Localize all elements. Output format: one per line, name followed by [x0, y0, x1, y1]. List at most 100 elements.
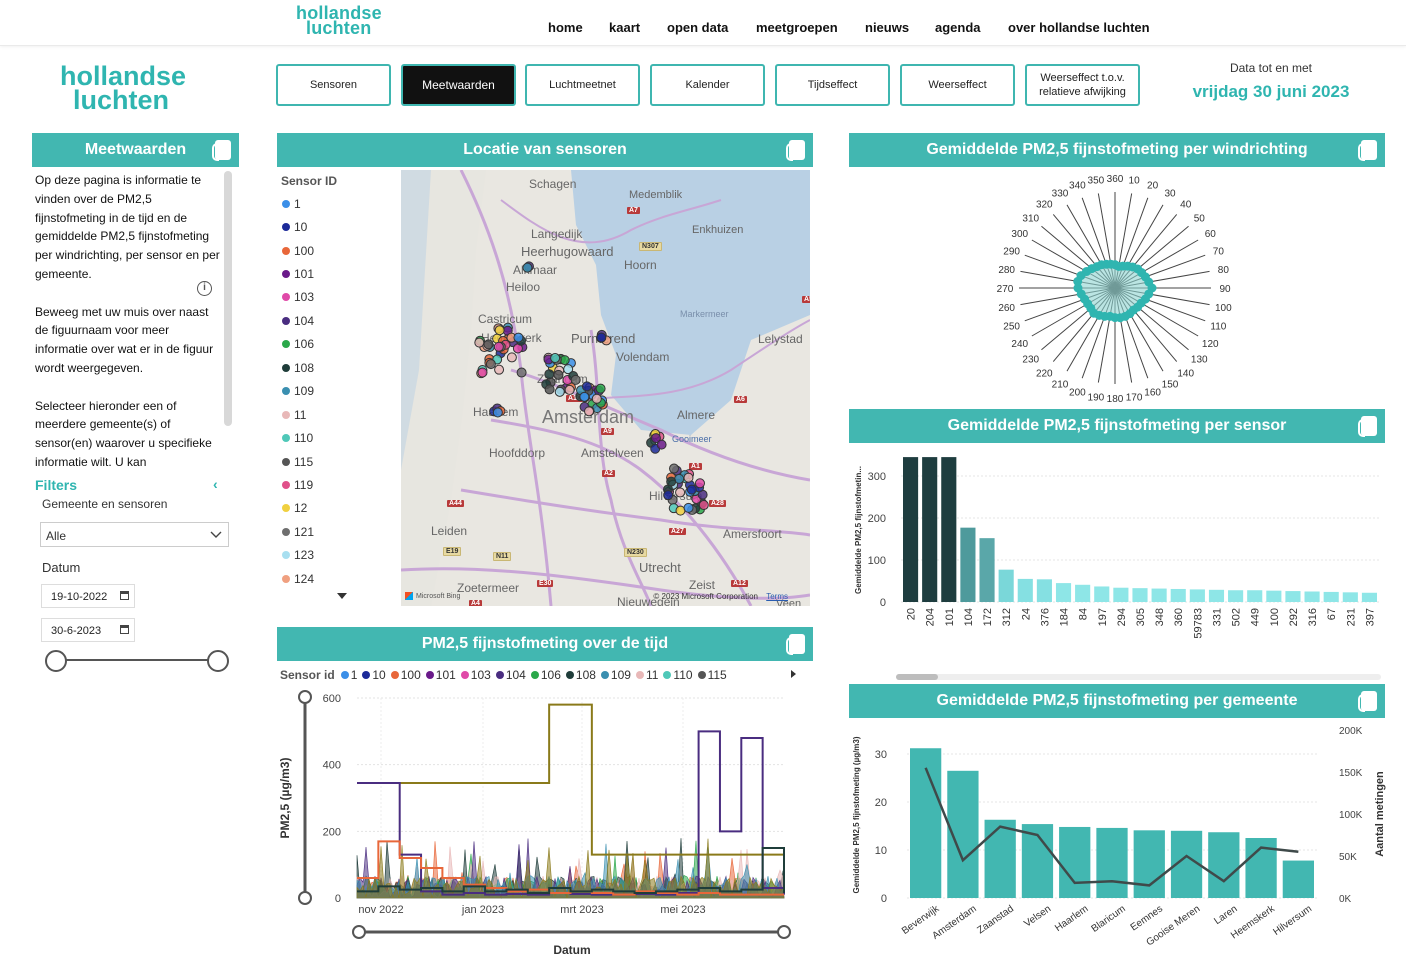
chevron-left-icon[interactable]: ‹	[213, 476, 218, 492]
x-tick-label: 316	[1307, 608, 1319, 626]
date-slider-track[interactable]	[56, 659, 218, 661]
nav-agenda[interactable]: agenda	[935, 20, 981, 35]
line-legend-item[interactable]: 115	[697, 668, 727, 682]
nav-over-hollandse-luchten[interactable]: over hollandse luchten	[1008, 20, 1150, 35]
sensor-legend-item[interactable]: 100	[282, 239, 314, 262]
x-zoom-handle	[352, 925, 366, 939]
sensor-legend-item[interactable]: 123	[282, 544, 314, 567]
map-terms-link[interactable]: Terms	[766, 592, 788, 601]
line-legend-item[interactable]: 11	[635, 668, 658, 682]
sensor-legend-item[interactable]: 10	[282, 215, 314, 238]
tab-luchtmeetnet[interactable]: Luchtmeetnet	[525, 64, 640, 106]
legend-next-icon[interactable]	[791, 670, 796, 678]
wind-radar-chart[interactable]: 10 20304050607080901001101201301401501601…	[849, 168, 1385, 404]
toggle-icon[interactable]	[786, 634, 805, 655]
line-legend-item[interactable]: 108	[565, 668, 596, 682]
tab-weerseffect[interactable]: Weerseffect	[900, 64, 1015, 106]
sensor-markers[interactable]	[401, 170, 810, 606]
date-to-input[interactable]: 30-6-2023	[41, 618, 135, 642]
date-slider-start-handle[interactable]	[45, 650, 67, 672]
radar-point	[1073, 283, 1083, 293]
sensor-legend-item[interactable]: 11	[282, 403, 314, 426]
sensor-legend-title: Sensor ID	[281, 174, 338, 188]
sensor-marker	[494, 325, 505, 336]
line-legend-item[interactable]: 110	[663, 668, 693, 682]
sensor-legend-item[interactable]: 1	[282, 192, 314, 215]
sensor-legend-item[interactable]: 101	[282, 262, 314, 285]
line-legend-item[interactable]: 1	[340, 668, 357, 682]
datum-label: Datum	[42, 560, 81, 575]
radar-angle-label: 220	[1036, 368, 1053, 379]
toggle-icon[interactable]	[212, 140, 231, 161]
radar-angle-label: 50	[1194, 213, 1206, 224]
radar-angle-label: 150	[1162, 379, 1179, 390]
tab-weerseffect-relatief[interactable]: Weerseffect t.o.v. relatieve afwijking	[1025, 64, 1140, 106]
sensor-marker	[544, 369, 555, 380]
sensor-legend-item[interactable]: 121	[282, 520, 314, 543]
sensor-bar-chart[interactable]: 0 100 200 300 Gemiddelde PM2,5 fijnstofmetin…	[849, 445, 1385, 680]
sensor-marker	[694, 478, 705, 489]
x-tick-label: 84	[1078, 608, 1090, 620]
sensor-map[interactable]: Schagen Medemblik Langedijk Enkhuizen He…	[401, 170, 810, 606]
date-from-input[interactable]: 19-10-2022	[41, 584, 135, 608]
line-legend-item[interactable]: 109	[600, 668, 631, 682]
sensor-legend-item[interactable]: 12	[282, 497, 314, 520]
toggle-icon[interactable]	[1358, 140, 1377, 161]
line-legend-item[interactable]: 104	[495, 668, 526, 682]
legend-label: 115	[707, 668, 727, 682]
bar	[1036, 579, 1052, 602]
gemeente-dropdown[interactable]: Alle	[40, 522, 229, 547]
line-legend-item[interactable]: 100	[390, 668, 421, 682]
header-logo-top: hollandse	[296, 3, 382, 23]
x-tick-label: 331	[1211, 608, 1223, 626]
legend-dot-icon	[495, 671, 504, 679]
legend-dot-icon	[340, 671, 349, 679]
tab-tijdseffect[interactable]: Tijdseffect	[775, 64, 890, 106]
toggle-icon[interactable]	[786, 140, 805, 161]
sensor-marker	[493, 341, 504, 352]
tab-kalender[interactable]: Kalender	[650, 64, 765, 106]
nav-nieuws[interactable]: nieuws	[865, 20, 910, 35]
top-navigation: hollandse luchten home kaart open data m…	[0, 0, 1406, 46]
line-chart[interactable]: 0 200 400 600 nov 2022 jan 2023 mrt 2023 mei 20…	[277, 686, 813, 966]
x-tick-label: 24	[1020, 608, 1032, 620]
nav-home[interactable]: home	[548, 20, 583, 35]
sensor-legend-item[interactable]: 124	[282, 567, 314, 590]
legend-scroll-down-icon[interactable]	[337, 593, 347, 599]
y2-tick-label: 50K	[1339, 852, 1357, 863]
nav-open-data[interactable]: open data	[667, 20, 729, 35]
sensor-marker	[666, 476, 677, 487]
line-legend-item[interactable]: 106	[530, 668, 561, 682]
sensor-legend-item[interactable]: 109	[282, 380, 314, 403]
sensor-legend-item[interactable]: 110	[282, 426, 314, 449]
gemeente-bar-chart[interactable]: 0 10 20 30 0K 50K 100K 150K 200K Gemiddelde PM2,5…	[849, 720, 1394, 965]
header-logo[interactable]: hollandse luchten	[296, 3, 382, 37]
sensor-legend-item[interactable]: 115	[282, 450, 314, 473]
calendar-icon[interactable]	[120, 591, 129, 600]
sensor-legend-item[interactable]: 103	[282, 286, 314, 309]
sensor-legend-item[interactable]: 119	[282, 473, 314, 496]
line-legend-item[interactable]: 10	[362, 668, 386, 682]
tab-meetwaarden[interactable]: Meetwaarden	[401, 64, 516, 106]
line-legend-item[interactable]: 103	[460, 668, 491, 682]
line-legend-item[interactable]: 101	[425, 668, 456, 682]
info-icon[interactable]: i	[197, 281, 212, 296]
toggle-icon[interactable]	[1358, 416, 1377, 437]
sensor-legend-item[interactable]: 104	[282, 309, 314, 332]
radar-angle-label: 130	[1191, 355, 1208, 366]
sidebar-scrollbar[interactable]	[224, 171, 232, 426]
sensor-legend-item[interactable]: 108	[282, 356, 314, 379]
tab-sensoren[interactable]: Sensoren	[276, 64, 391, 106]
map-label: Castricum	[478, 312, 533, 326]
sensor-marker	[516, 367, 527, 378]
sensor-legend-item[interactable]: 106	[282, 333, 314, 356]
radar-angle-label: 210	[1052, 379, 1069, 390]
calendar-icon[interactable]	[120, 625, 129, 634]
toggle-icon[interactable]	[1358, 691, 1377, 712]
nav-meetgroepen[interactable]: meetgroepen	[756, 20, 838, 35]
legend-label: 109	[610, 668, 631, 682]
map-label: Langedijk	[531, 227, 583, 241]
nav-kaart[interactable]: kaart	[609, 20, 641, 35]
legend-label: 106	[294, 337, 315, 352]
date-slider-end-handle[interactable]	[207, 650, 229, 672]
